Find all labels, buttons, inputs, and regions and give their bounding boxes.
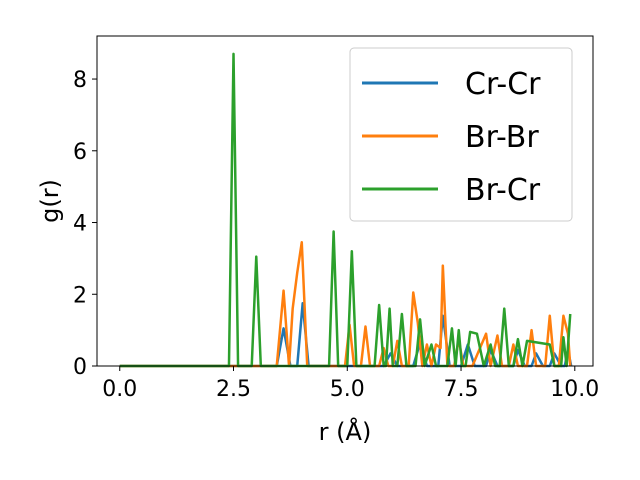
legend: Cr-Cr Br-Br Br-Cr [349, 47, 573, 222]
y-tick-label: 4 [73, 212, 87, 237]
x-axis-ticks: 0.0 2.5 5.0 7.5 10.0 [102, 366, 599, 402]
series-line-br-cr [119, 52, 572, 368]
x-tick-label: 2.5 [216, 377, 251, 402]
x-axis-label: r (Å) [319, 417, 372, 446]
series-line-br-br [119, 241, 572, 368]
legend-label-br-br: Br-Br [465, 120, 539, 155]
legend-box [349, 47, 573, 222]
x-tick-label: 0.0 [102, 377, 137, 402]
y-tick-label: 0 [73, 355, 87, 380]
y-axis-label: g(r) [36, 179, 64, 223]
y-tick-label: 8 [73, 68, 87, 93]
y-tick-label: 2 [73, 283, 87, 308]
legend-label-cr-cr: Cr-Cr [465, 67, 541, 102]
y-axis-ticks: 0 2 4 6 8 [73, 68, 97, 380]
x-tick-label: 7.5 [444, 377, 479, 402]
x-tick-label: 5.0 [330, 377, 365, 402]
plot-frame [96, 35, 594, 367]
legend-label-br-cr: Br-Cr [465, 173, 541, 208]
y-tick-label: 6 [73, 140, 87, 165]
x-tick-label: 10.0 [550, 377, 599, 402]
